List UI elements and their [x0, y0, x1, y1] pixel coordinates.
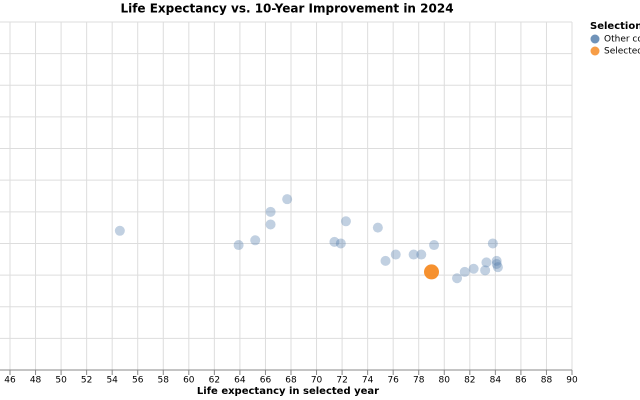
point [408, 249, 419, 260]
x-tick-label: 60 [183, 376, 195, 386]
legend-label: Other co [604, 35, 640, 45]
point [487, 238, 498, 249]
x-tick-label: 82 [464, 376, 475, 386]
chart-title: Life Expectancy vs. 10-Year Improvement … [120, 2, 453, 16]
point [481, 257, 492, 268]
x-tick-label: 52 [81, 376, 92, 386]
x-tick-label: 86 [515, 376, 527, 386]
x-tick-label: 74 [362, 376, 374, 386]
point [233, 240, 244, 251]
point [491, 255, 502, 266]
point [452, 273, 463, 284]
point [114, 225, 125, 236]
x-tick-label: 50 [55, 376, 67, 386]
point [380, 255, 391, 266]
point [372, 222, 383, 233]
x-tick-label: 72 [336, 376, 347, 386]
point [424, 264, 439, 280]
legend-title: Selection [590, 21, 640, 32]
point [416, 249, 427, 260]
x-axis-title: Life expectancy in selected year [197, 386, 379, 397]
x-tick-label: 84 [490, 376, 502, 386]
point [250, 235, 261, 246]
point [429, 240, 440, 251]
point [340, 216, 351, 227]
x-tick-label: 62 [209, 376, 220, 386]
x-tick-label: 88 [541, 376, 553, 386]
x-tick-label: 78 [413, 376, 425, 386]
x-tick-label: 54 [106, 376, 118, 386]
point [480, 265, 491, 276]
point [390, 249, 401, 260]
x-tick-label: 70 [311, 376, 323, 386]
x-tick-label: 80 [439, 376, 451, 386]
point [459, 266, 470, 277]
point [282, 194, 293, 205]
x-tick-label: 64 [234, 376, 246, 386]
x-tick-label: 90 [566, 376, 578, 386]
point [468, 263, 479, 274]
x-tick-label: 58 [158, 376, 170, 386]
legend-swatch [590, 34, 600, 44]
point [492, 262, 503, 273]
x-tick-label: 48 [30, 376, 42, 386]
x-tick-label: 76 [387, 376, 399, 386]
point [335, 238, 346, 249]
x-tick-label: 56 [132, 376, 144, 386]
legend-label: Selected [604, 47, 640, 57]
point [265, 206, 276, 217]
point [491, 259, 502, 270]
point [265, 219, 276, 230]
x-tick-label: 66 [260, 376, 272, 386]
point [329, 236, 340, 247]
legend-swatch [590, 46, 600, 56]
x-tick-label: 46 [4, 376, 16, 386]
x-tick-label: 68 [285, 376, 297, 386]
